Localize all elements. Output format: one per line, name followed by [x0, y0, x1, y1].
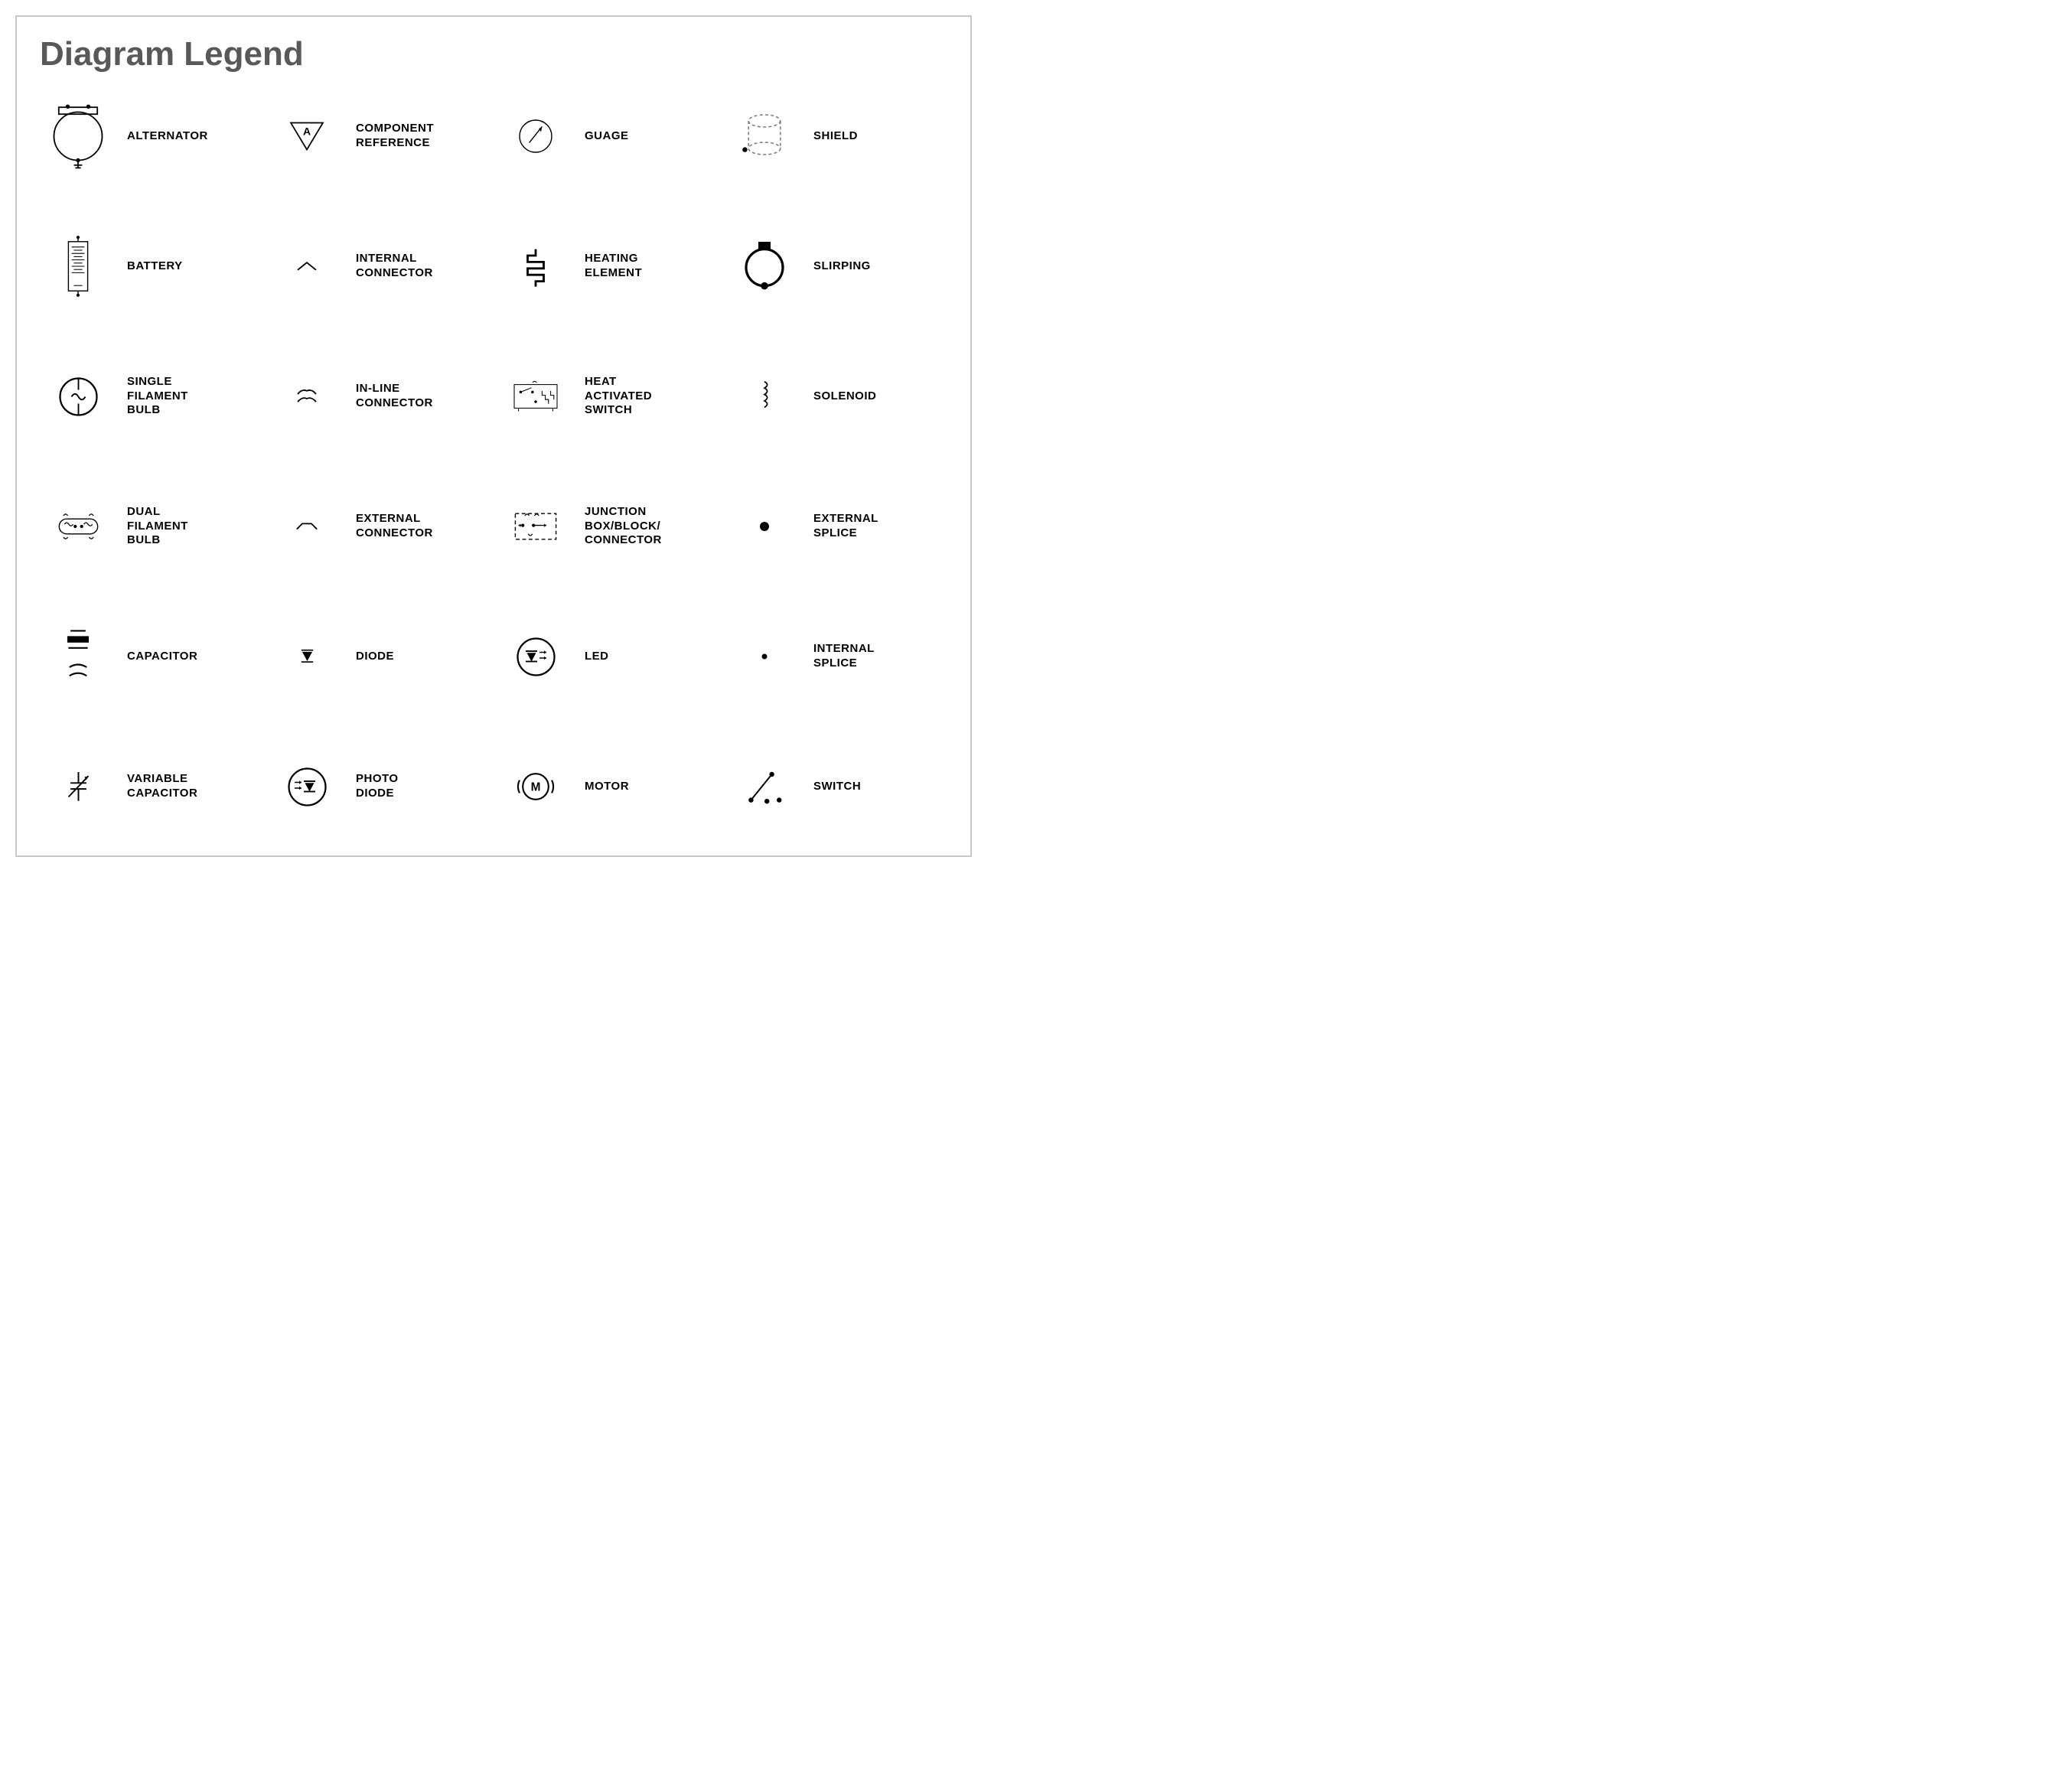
legend-label: MOTOR [585, 780, 629, 794]
legend-label: SWITCH [813, 780, 861, 794]
legend-label: JUNCTION BOX/BLOCK/ CONNECTOR [585, 505, 662, 548]
solenoid-icon [726, 358, 803, 435]
legend-grid: ALTERNATOR A COMPONENT REFERENCE GUAGE [40, 98, 947, 825]
legend-item: PHOTO DIODE [269, 748, 490, 825]
legend-item: HEAT ACTIVATED SWITCH [497, 358, 719, 435]
legend-item: SHIELD [726, 98, 947, 174]
in-line-connector-icon [269, 358, 345, 435]
legend-item: SOLENOID [726, 358, 947, 435]
legend-item: LED [497, 618, 719, 695]
legend-item: IN-LINE CONNECTOR [269, 358, 490, 435]
legend-panel: Diagram Legend ALTERNATOR [15, 15, 972, 857]
external-connector-icon [269, 488, 345, 565]
legend-label: EXTERNAL SPLICE [813, 512, 878, 541]
legend-label: INTERNAL CONNECTOR [356, 252, 433, 281]
battery-icon [40, 228, 116, 305]
diode-icon [269, 618, 345, 695]
legend-item: SLIRPING [726, 228, 947, 305]
capacitor-icon [40, 618, 116, 695]
led-icon [497, 618, 574, 695]
legend-item: EXTERNAL SPLICE [726, 488, 947, 565]
legend-label: IN-LINE CONNECTOR [356, 382, 433, 411]
junction-box-icon [497, 488, 574, 565]
legend-label: SINGLE FILAMENT BULB [127, 375, 188, 418]
legend-item: CAPACITOR [40, 618, 261, 695]
legend-label: HEATING ELEMENT [585, 252, 642, 281]
dual-filament-bulb-icon [40, 488, 116, 565]
shield-icon [726, 98, 803, 174]
external-splice-icon [726, 488, 803, 565]
switch-icon [726, 748, 803, 825]
internal-splice-icon [726, 618, 803, 695]
page-title: Diagram Legend [40, 35, 947, 73]
legend-label: DUAL FILAMENT BULB [127, 505, 188, 548]
legend-item: SINGLE FILAMENT BULB [40, 358, 261, 435]
legend-item: JUNCTION BOX/BLOCK/ CONNECTOR [497, 488, 719, 565]
legend-label: BATTERY [127, 259, 183, 274]
motor-icon: M [497, 748, 574, 825]
legend-label: EXTERNAL CONNECTOR [356, 512, 433, 541]
legend-item: GUAGE [497, 98, 719, 174]
legend-item: INTERNAL SPLICE [726, 618, 947, 695]
legend-label: HEAT ACTIVATED SWITCH [585, 375, 652, 418]
internal-connector-icon [269, 228, 345, 305]
legend-label: COMPONENT REFERENCE [356, 122, 434, 151]
heat-activated-switch-icon [497, 358, 574, 435]
single-filament-bulb-icon [40, 358, 116, 435]
slirping-icon [726, 228, 803, 305]
legend-label: GUAGE [585, 129, 629, 144]
legend-label: DIODE [356, 650, 394, 664]
legend-label: CAPACITOR [127, 650, 197, 664]
alternator-icon [40, 98, 116, 174]
legend-item: DUAL FILAMENT BULB [40, 488, 261, 565]
legend-item: A COMPONENT REFERENCE [269, 98, 490, 174]
legend-label: PHOTO DIODE [356, 772, 399, 801]
legend-item: EXTERNAL CONNECTOR [269, 488, 490, 565]
legend-label: LED [585, 650, 609, 664]
legend-item: BATTERY [40, 228, 261, 305]
legend-item: HEATING ELEMENT [497, 228, 719, 305]
legend-label: SOLENOID [813, 389, 876, 404]
legend-item: M MOTOR [497, 748, 719, 825]
legend-label: VARIABLE CAPACITOR [127, 772, 197, 801]
legend-label: SHIELD [813, 129, 858, 144]
component-reference-icon: A [269, 98, 345, 174]
heating-element-icon [497, 228, 574, 305]
legend-item: ALTERNATOR [40, 98, 261, 174]
legend-label: ALTERNATOR [127, 129, 208, 144]
photo-diode-icon [269, 748, 345, 825]
svg-text:A: A [303, 125, 311, 138]
variable-capacitor-icon [40, 748, 116, 825]
svg-text:M: M [531, 781, 541, 794]
guage-icon [497, 98, 574, 174]
legend-item: VARIABLE CAPACITOR [40, 748, 261, 825]
legend-label: SLIRPING [813, 259, 871, 274]
legend-item: DIODE [269, 618, 490, 695]
legend-label: INTERNAL SPLICE [813, 642, 875, 671]
legend-item: SWITCH [726, 748, 947, 825]
legend-item: INTERNAL CONNECTOR [269, 228, 490, 305]
